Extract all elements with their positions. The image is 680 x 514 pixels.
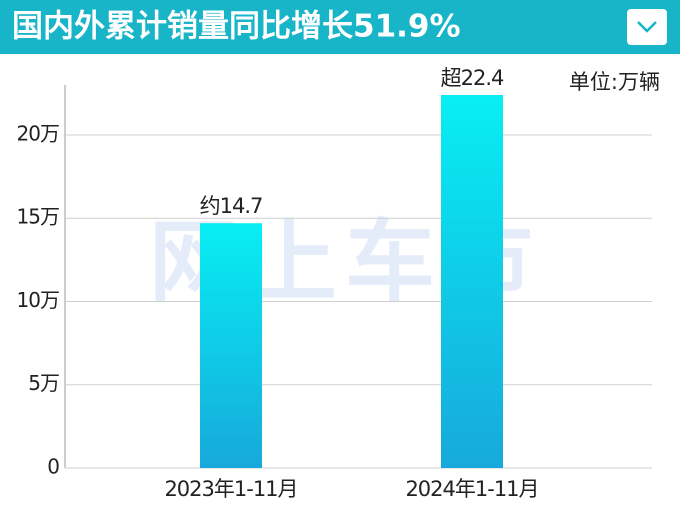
bar bbox=[441, 94, 503, 468]
x-tick-label: 2024年1-11月 bbox=[405, 477, 538, 501]
dropdown-chevron bbox=[637, 21, 657, 33]
unit-label: 单位:万辆 bbox=[569, 70, 660, 94]
y-tick-label: 15万 bbox=[17, 205, 59, 229]
title-banner bbox=[0, 0, 680, 54]
y-tick-label: 0 bbox=[47, 455, 59, 479]
y-tick-label: 20万 bbox=[17, 121, 59, 145]
y-tick-label: 10万 bbox=[17, 288, 59, 312]
value-label: 超22.4 bbox=[441, 66, 504, 90]
y-tick-label: 5万 bbox=[28, 371, 59, 395]
chart-title: 国内外累计销量同比增长51.9% bbox=[12, 9, 461, 45]
x-tick-label: 2023年1-11月 bbox=[164, 477, 297, 501]
dropdown-button[interactable] bbox=[627, 9, 667, 45]
bar bbox=[200, 223, 262, 468]
value-label: 约14.7 bbox=[200, 194, 263, 218]
